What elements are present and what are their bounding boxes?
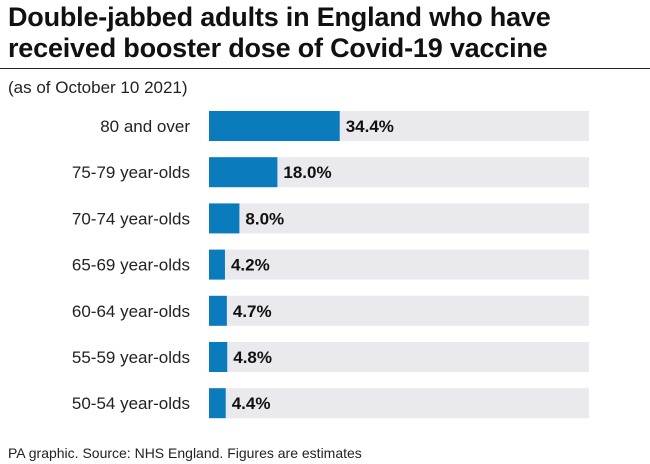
bar-track (209, 342, 589, 372)
category-label: 55-59 year-olds (72, 348, 190, 367)
bar-track (209, 249, 589, 280)
value-label: 4.7% (233, 302, 272, 321)
bar (209, 249, 225, 280)
bar-row: 55-59 year-olds 4.8% (72, 342, 589, 372)
bar (209, 295, 227, 326)
value-label: 4.2% (231, 256, 270, 275)
category-label: 65-69 year-olds (72, 256, 190, 275)
bar-row: 60-64 year-olds 4.7% (72, 295, 589, 326)
bar-row: 65-69 year-olds 4.2% (72, 249, 589, 280)
category-label: 75-79 year-olds (72, 163, 190, 182)
title-divider (0, 68, 650, 69)
value-label: 4.8% (233, 348, 272, 367)
chart-title: Double-jabbed adults in England who have… (8, 2, 551, 63)
bar (209, 388, 226, 419)
bar-row: 75-79 year-olds 18.0% (72, 157, 589, 188)
value-label: 8.0% (245, 209, 284, 228)
bar-row: 80 and over 34.4% (100, 111, 589, 141)
bar (209, 111, 340, 141)
value-label: 18.0% (283, 163, 331, 182)
bar-track (209, 295, 589, 326)
bar (209, 157, 278, 188)
bar (209, 342, 228, 372)
category-label: 70-74 year-olds (72, 209, 190, 228)
category-label: 50-54 year-olds (72, 394, 190, 413)
category-label: 60-64 year-olds (72, 302, 190, 321)
category-label: 80 and over (100, 117, 190, 136)
value-label: 4.4% (232, 394, 271, 413)
value-label: 34.4% (346, 117, 394, 136)
bar-row: 50-54 year-olds 4.4% (72, 388, 589, 419)
bar (209, 203, 240, 234)
source-note: PA graphic. Source: NHS England. Figures… (8, 445, 362, 461)
bar-track (209, 203, 589, 234)
bar-track (209, 388, 589, 419)
chart-subtitle: (as of October 10 2021) (8, 78, 188, 97)
bar-row: 70-74 year-olds 8.0% (72, 203, 589, 234)
